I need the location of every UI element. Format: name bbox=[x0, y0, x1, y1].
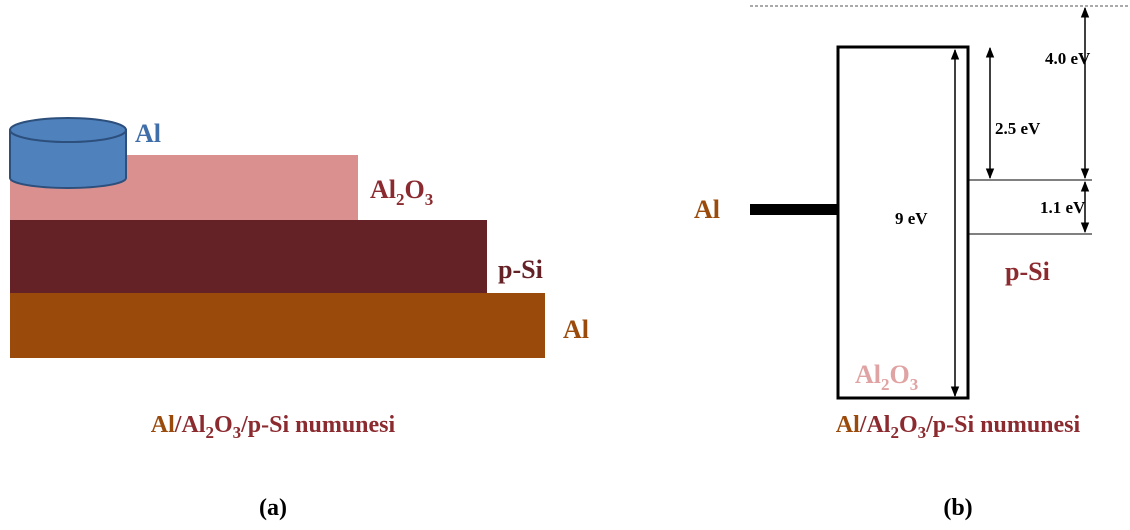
label: p-Si bbox=[1005, 257, 1050, 286]
psi-layer bbox=[10, 220, 487, 293]
panel-b: 4.0 eV 2.5 eV 1.1 eV 9 eV Al p-Si Al2O3 … bbox=[694, 5, 1128, 521]
al-layer bbox=[10, 293, 545, 358]
al-level bbox=[750, 204, 838, 215]
al-contact bbox=[9, 117, 127, 189]
caption: Al/Al2O3/p-Si numunesi bbox=[151, 412, 396, 442]
energy-label: 9 eV bbox=[895, 209, 928, 228]
al2o3-band bbox=[836, 45, 970, 400]
label: Al2O3 bbox=[855, 360, 918, 394]
label: Al bbox=[563, 315, 589, 344]
panel-tag: (b) bbox=[943, 495, 972, 521]
panel-a: Al Al2O3 p-Si Al Al/Al2O3/p-Si numunesi … bbox=[9, 117, 589, 521]
label: p-Si bbox=[498, 255, 543, 284]
label: Al bbox=[135, 119, 161, 148]
panel-tag: (a) bbox=[259, 495, 287, 521]
energy-label: 1.1 eV bbox=[1040, 198, 1086, 217]
label: Al2O3 bbox=[370, 175, 433, 209]
arrows bbox=[950, 6, 1090, 398]
label: Al bbox=[694, 195, 720, 224]
caption: Al/Al2O3/p-Si numunesi bbox=[836, 412, 1081, 442]
energy-label: 2.5 eV bbox=[995, 119, 1041, 138]
energy-label: 4.0 eV bbox=[1045, 49, 1091, 68]
